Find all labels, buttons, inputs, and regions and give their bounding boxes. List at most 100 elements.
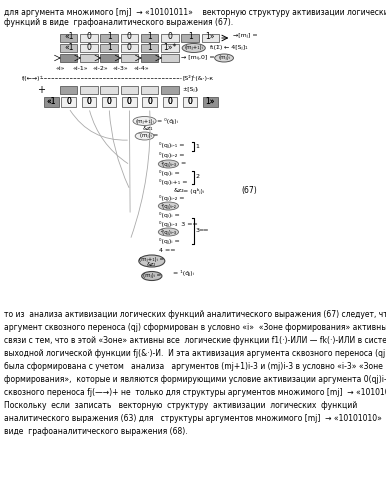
- Text: функций в виде  графоаналитического выражения (67).: функций в виде графоаналитического выраж…: [3, 18, 233, 27]
- Text: «1: «1: [47, 98, 56, 106]
- Text: виде  графоаналитического выражения (68).: виде графоаналитического выражения (68).: [3, 427, 187, 436]
- Text: 0: 0: [86, 98, 91, 106]
- Text: 0: 0: [168, 98, 172, 106]
- Ellipse shape: [215, 54, 234, 62]
- Text: «i-4»: «i-4»: [133, 66, 149, 70]
- Text: ⁰(qⱼ)ᵢ =: ⁰(qⱼ)ᵢ =: [159, 238, 180, 244]
- Bar: [61, 97, 76, 107]
- Ellipse shape: [158, 228, 179, 236]
- Bar: [141, 54, 158, 62]
- Ellipse shape: [135, 132, 154, 140]
- Text: ²(qⱼ)ᵢ-₃: ²(qⱼ)ᵢ-₃: [160, 229, 176, 235]
- Text: «i-3»: «i-3»: [113, 66, 129, 70]
- Text: «1: «1: [64, 32, 73, 41]
- Ellipse shape: [139, 255, 165, 267]
- Bar: [141, 86, 158, 94]
- Text: = ¹(q̂ⱼ)ᵢ: = ¹(q̂ⱼ)ᵢ: [173, 270, 194, 276]
- Text: ⁻(mⱼ)ᵢ: ⁻(mⱼ)ᵢ: [137, 134, 152, 138]
- Text: 1: 1: [147, 32, 152, 41]
- Text: 2: 2: [195, 174, 199, 180]
- Text: ⁰(qⱼ)ᵢ-₁ =: ⁰(qⱼ)ᵢ-₁ =: [159, 142, 185, 148]
- Bar: [82, 97, 96, 107]
- Text: «i-1»: «i-1»: [73, 66, 88, 70]
- Text: 1: 1: [107, 44, 112, 52]
- Text: то из  анализа активизации логических функций аналитического выражения (67) след: то из анализа активизации логических фун…: [3, 310, 386, 319]
- Text: 1»: 1»: [206, 98, 215, 106]
- Text: 1: 1: [107, 32, 112, 41]
- Text: ⁰(qᵢ)ᵢ-₂ =: ⁰(qᵢ)ᵢ-₂ =: [159, 152, 185, 158]
- Bar: [161, 86, 179, 94]
- Text: 0: 0: [107, 98, 112, 106]
- Text: ⁰(qᵢ)ᵢ+₁ =: ⁰(qᵢ)ᵢ+₁ =: [159, 179, 188, 185]
- Bar: [201, 34, 219, 42]
- Bar: [183, 97, 197, 107]
- Bar: [60, 34, 77, 42]
- Bar: [80, 86, 98, 94]
- Text: ±[Sⱼ]ᵢ: ±[Sⱼ]ᵢ: [182, 88, 198, 92]
- Text: 0: 0: [66, 98, 71, 106]
- Ellipse shape: [158, 202, 179, 210]
- Bar: [60, 44, 77, 52]
- Bar: [60, 86, 77, 94]
- Text: «i-2»: «i-2»: [93, 66, 108, 70]
- Text: 0: 0: [86, 44, 91, 52]
- Bar: [121, 54, 138, 62]
- Text: 0: 0: [107, 98, 112, 106]
- Text: аргумент сквозного переноса (qj) сформирован в условно «i»  «Зоне формирования» : аргумент сквозного переноса (qj) сформир…: [3, 323, 386, 332]
- Text: [S²]ᴸ(&·)-к: [S²]ᴸ(&·)-к: [182, 75, 213, 81]
- Bar: [161, 34, 179, 42]
- Text: (mⱼ)ᵢ: (mⱼ)ᵢ: [218, 56, 230, 60]
- Bar: [142, 97, 157, 107]
- Text: &z₂: &z₂: [147, 262, 156, 268]
- Text: для аргумента множимого [mj]  → «10101011»    векторную структуру активизации ло: для аргумента множимого [mj] → «10101011…: [3, 8, 386, 17]
- Bar: [121, 86, 138, 94]
- Text: формирования»,  которые и являются формирующими условие активизации аргумента 0(: формирования», которые и являются формир…: [3, 375, 386, 384]
- Bar: [161, 44, 179, 52]
- Text: 1: 1: [147, 44, 152, 52]
- Text: 0: 0: [168, 32, 172, 41]
- Text: ¹(qⱼ)ᵢ-₂: ¹(qⱼ)ᵢ-₂: [161, 203, 176, 209]
- Text: fⱼ(←→)⁺: fⱼ(←→)⁺: [22, 76, 44, 80]
- Bar: [121, 44, 138, 52]
- Text: (67): (67): [242, 186, 257, 194]
- Text: +: +: [37, 85, 45, 95]
- Ellipse shape: [158, 160, 179, 168]
- Ellipse shape: [133, 116, 156, 126]
- Text: 0: 0: [86, 32, 91, 41]
- Bar: [80, 34, 98, 42]
- Text: 1: 1: [195, 144, 199, 148]
- Text: (mⱼ+₁)ᵢ: (mⱼ+₁)ᵢ: [185, 46, 203, 51]
- Bar: [60, 54, 77, 62]
- Text: ⁰(qᵢ)ᵢ =: ⁰(qᵢ)ᵢ =: [159, 212, 180, 218]
- Bar: [100, 34, 118, 42]
- Text: связи с тем, что в этой «Зоне» активны все  логические функции f1(·)-ИЛИ — fk(·): связи с тем, что в этой «Зоне» активны в…: [3, 336, 386, 345]
- Text: 1»*: 1»*: [163, 44, 176, 52]
- Bar: [102, 97, 117, 107]
- Text: =: =: [153, 134, 158, 138]
- Bar: [80, 44, 98, 52]
- Text: 0: 0: [188, 98, 193, 106]
- Bar: [100, 54, 118, 62]
- Bar: [141, 44, 158, 52]
- Text: «1: «1: [64, 44, 73, 52]
- Text: ⁰(qᵢ)ᵢ-₂ =: ⁰(qᵢ)ᵢ-₂ =: [159, 195, 185, 201]
- Bar: [122, 97, 137, 107]
- Text: Поскольку  если  записать   векторную  структуру  активизации  логических  функц: Поскольку если записать векторную структ…: [3, 401, 357, 410]
- Text: 1»: 1»: [206, 98, 215, 106]
- Text: 0: 0: [86, 98, 91, 106]
- Text: 0: 0: [147, 98, 152, 106]
- Text: 0: 0: [127, 32, 132, 41]
- Text: =: =: [180, 162, 185, 166]
- Bar: [44, 97, 59, 107]
- Text: «i»: «i»: [55, 66, 65, 70]
- Ellipse shape: [182, 44, 205, 52]
- Text: ==: ==: [199, 228, 209, 234]
- Bar: [141, 34, 158, 42]
- Text: 0: 0: [127, 98, 132, 106]
- Text: 1»: 1»: [206, 32, 215, 41]
- Ellipse shape: [142, 272, 162, 280]
- Text: 0: 0: [168, 98, 172, 106]
- Text: = ⁰(q̂ⱼ)ᵢ: = ⁰(q̂ⱼ)ᵢ: [157, 118, 178, 124]
- Text: 0: 0: [66, 98, 71, 106]
- Text: = (qᵇⱼ)ᵢ: = (qᵇⱼ)ᵢ: [183, 188, 204, 194]
